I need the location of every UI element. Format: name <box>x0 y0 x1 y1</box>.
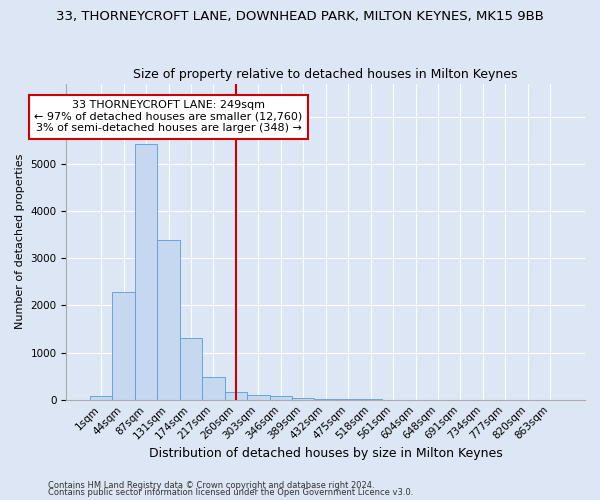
Bar <box>224 392 247 400</box>
Bar <box>314 399 337 400</box>
Bar <box>135 144 157 400</box>
Text: Contains public sector information licensed under the Open Government Licence v3: Contains public sector information licen… <box>48 488 413 497</box>
Text: 33 THORNEYCROFT LANE: 249sqm
← 97% of detached houses are smaller (12,760)
3% of: 33 THORNEYCROFT LANE: 249sqm ← 97% of de… <box>34 100 302 134</box>
Bar <box>180 338 202 400</box>
Bar <box>247 394 269 400</box>
X-axis label: Distribution of detached houses by size in Milton Keynes: Distribution of detached houses by size … <box>149 447 503 460</box>
Bar <box>292 398 314 400</box>
Bar <box>112 292 135 400</box>
Bar <box>157 240 180 400</box>
Bar <box>90 396 112 400</box>
Text: Contains HM Land Registry data © Crown copyright and database right 2024.: Contains HM Land Registry data © Crown c… <box>48 480 374 490</box>
Text: 33, THORNEYCROFT LANE, DOWNHEAD PARK, MILTON KEYNES, MK15 9BB: 33, THORNEYCROFT LANE, DOWNHEAD PARK, MI… <box>56 10 544 23</box>
Y-axis label: Number of detached properties: Number of detached properties <box>15 154 25 330</box>
Bar <box>202 376 224 400</box>
Bar <box>269 396 292 400</box>
Title: Size of property relative to detached houses in Milton Keynes: Size of property relative to detached ho… <box>133 68 518 81</box>
